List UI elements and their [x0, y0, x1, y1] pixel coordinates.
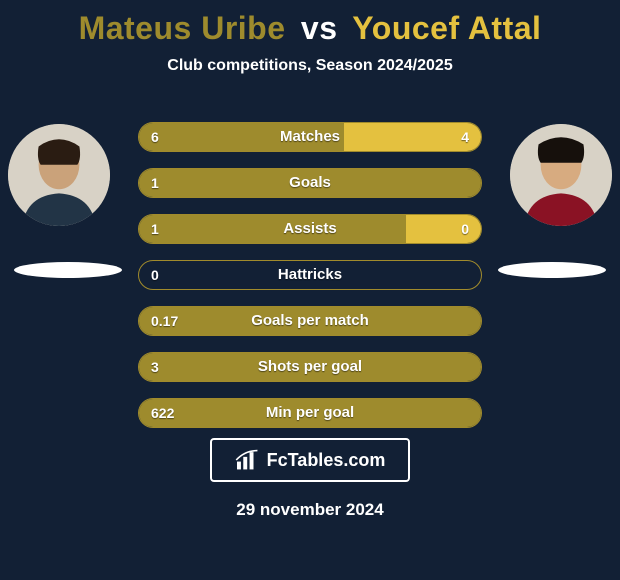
subtitle: Club competitions, Season 2024/2025	[0, 57, 620, 75]
title-vs: vs	[301, 10, 338, 46]
stat-row: Hattricks0	[138, 260, 482, 290]
bar-value-right: 4	[461, 123, 469, 152]
bar-label: Goals per match	[139, 307, 481, 336]
brand-badge: FcTables.com	[210, 438, 410, 482]
bar-value-left: 1	[151, 169, 159, 198]
bar-value-left: 0.17	[151, 307, 178, 336]
person-icon	[510, 124, 612, 226]
date-text: 29 november 2024	[0, 500, 620, 520]
title-player1: Mateus Uribe	[79, 10, 286, 46]
avatar-shadow-left	[14, 262, 122, 278]
bar-label: Assists	[139, 215, 481, 244]
bar-label: Matches	[139, 123, 481, 152]
brand-text: FcTables.com	[267, 450, 386, 471]
bar-chart-icon	[235, 449, 261, 471]
avatar-shadow-right	[498, 262, 606, 278]
bar-value-left: 3	[151, 353, 159, 382]
bar-label: Hattricks	[139, 261, 481, 290]
stat-row: Matches6 4	[138, 122, 482, 152]
title-player2: Youcef Attal	[352, 10, 541, 46]
page-title: Mateus Uribe vs Youcef Attal	[0, 0, 620, 47]
bar-value-left: 1	[151, 215, 159, 244]
stat-row: Goals per match0.17	[138, 306, 482, 336]
bar-label: Shots per goal	[139, 353, 481, 382]
stat-row: Min per goal622	[138, 398, 482, 428]
bar-value-left: 0	[151, 261, 159, 290]
bar-value-left: 6	[151, 123, 159, 152]
person-icon	[8, 124, 110, 226]
comparison-infographic: Mateus Uribe vs Youcef Attal Club compet…	[0, 0, 620, 580]
bar-value-right: 0	[461, 215, 469, 244]
bar-label: Min per goal	[139, 399, 481, 428]
stat-bars: Matches64Goals1Assists10Hattricks0Goals …	[138, 122, 482, 444]
bar-label: Goals	[139, 169, 481, 198]
avatar-player1	[8, 124, 110, 226]
stat-row: Assists1 0	[138, 214, 482, 244]
avatar-player2	[510, 124, 612, 226]
stat-row: Shots per goal3	[138, 352, 482, 382]
bar-value-left: 622	[151, 399, 174, 428]
stat-row: Goals1	[138, 168, 482, 198]
